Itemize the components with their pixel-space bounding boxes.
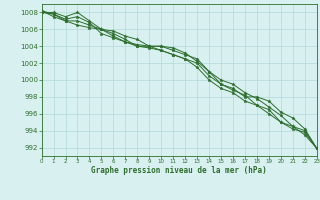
X-axis label: Graphe pression niveau de la mer (hPa): Graphe pression niveau de la mer (hPa): [91, 166, 267, 175]
